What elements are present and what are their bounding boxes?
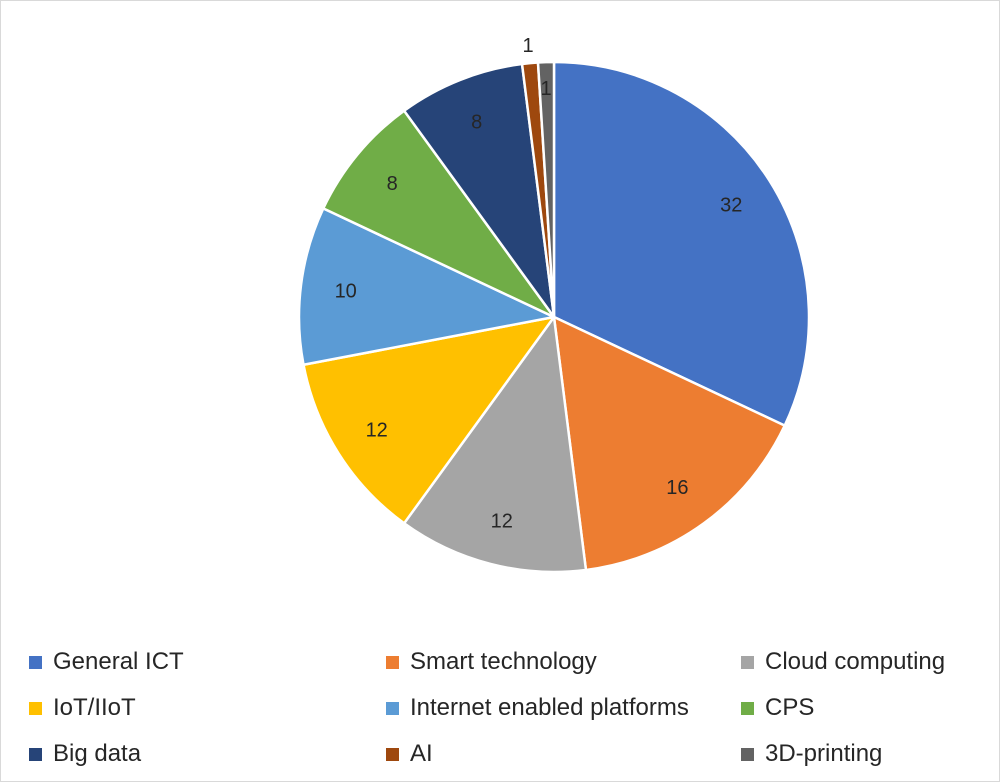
data-label-ai: 1 xyxy=(522,35,533,57)
legend-swatch-general-ict xyxy=(29,655,42,669)
legend-label-big-data: Big data xyxy=(53,740,142,767)
legend-swatch-cps xyxy=(741,701,754,715)
legend-item-big-data: Big data xyxy=(29,740,386,768)
legend-swatch-internet-enabled-platforms xyxy=(386,701,399,715)
pie-slice-3d-printing xyxy=(536,60,556,319)
legend-label-cps: CPS xyxy=(765,694,815,721)
pie-chart: 32 16 12 12 10 8 8 11 xyxy=(297,35,811,574)
pie-slice-iot-iiot xyxy=(302,315,556,525)
legend-item-cps: CPS xyxy=(741,694,989,722)
pie-slice-cloud-computing xyxy=(402,315,588,574)
legend-item-smart-technology: Smart technology xyxy=(386,648,741,676)
pie-slice-internet-enabled-platforms xyxy=(297,207,556,367)
pie-slice-smart-technology xyxy=(552,315,786,572)
data-label-3d-printing: 1 xyxy=(540,78,551,100)
data-label-smart-technology: 16 xyxy=(666,477,688,499)
legend-label-ai: AI xyxy=(410,740,433,767)
data-label-iot-iiot: 12 xyxy=(366,420,388,442)
data-label-internet-enabled-platforms: 10 xyxy=(335,281,357,303)
legend-item-cloud-computing: Cloud computing xyxy=(741,648,989,676)
pie-slice-cps xyxy=(322,109,556,319)
pie-slice-general-ict xyxy=(552,60,811,427)
legend-item-iot-iiot: IoT/IIoT xyxy=(29,694,386,722)
data-label-cps: 8 xyxy=(387,173,398,195)
legend-swatch-iot-iiot xyxy=(29,701,42,715)
legend-swatch-big-data xyxy=(29,747,42,761)
legend-label-internet-enabled-platforms: Internet enabled platforms xyxy=(410,694,689,721)
legend-label-general-ict: General ICT xyxy=(53,648,184,675)
data-label-big-data: 8 xyxy=(471,112,482,134)
legend-label-3d-printing: 3D-printing xyxy=(765,740,883,767)
chart-legend: General ICT Smart technology Cloud computi… xyxy=(29,639,989,777)
legend-label-iot-iiot: IoT/IIoT xyxy=(53,694,136,721)
legend-swatch-cloud-computing xyxy=(741,655,754,669)
legend-item-internet-enabled-platforms: Internet enabled platforms xyxy=(386,694,741,722)
legend-item-ai: AI xyxy=(386,740,741,768)
legend-swatch-3d-printing xyxy=(741,747,754,761)
data-label-general-ict: 32 xyxy=(720,195,742,217)
data-label-cloud-computing: 12 xyxy=(491,510,513,532)
legend-swatch-ai xyxy=(386,747,399,761)
legend-swatch-smart-technology xyxy=(386,655,399,669)
legend-item-3d-printing: 3D-printing xyxy=(741,740,989,768)
legend-item-general-ict: General ICT xyxy=(29,648,386,676)
legend-label-cloud-computing: Cloud computing xyxy=(765,648,946,675)
pie-slice-big-data xyxy=(402,62,556,319)
legend-label-smart-technology: Smart technology xyxy=(410,648,597,675)
